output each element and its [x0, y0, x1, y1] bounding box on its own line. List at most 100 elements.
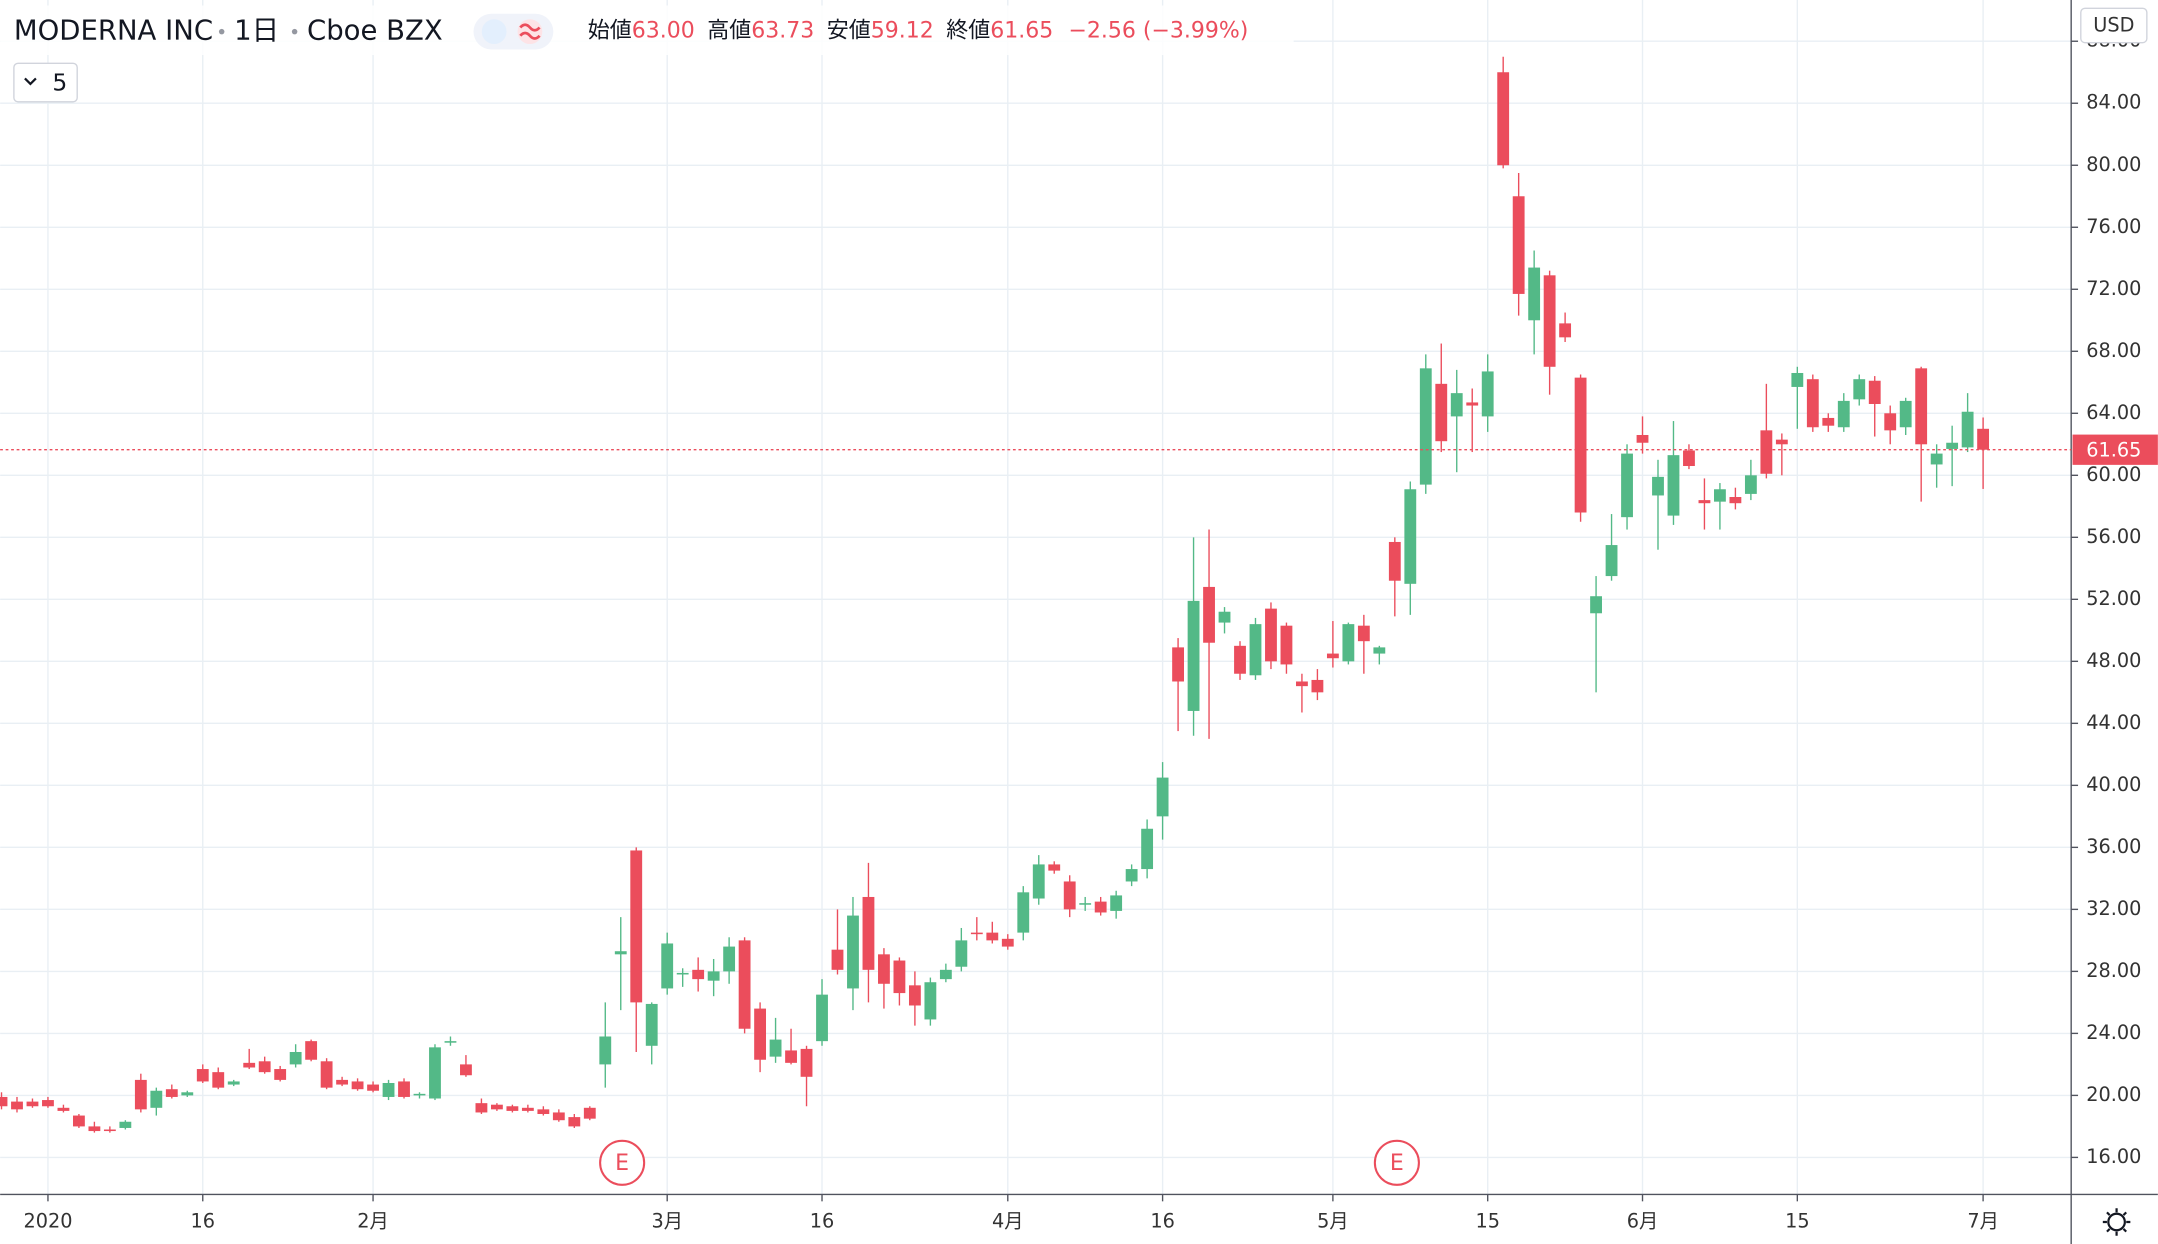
x-tick-label: 5月 — [1317, 1209, 1349, 1232]
candle-body — [723, 946, 736, 972]
candle-body — [413, 1093, 426, 1096]
candle-body — [320, 1061, 333, 1088]
gear-ring — [2107, 1212, 2126, 1232]
delay-icon[interactable] — [517, 19, 543, 45]
candle-body — [444, 1041, 457, 1043]
candle-body — [429, 1047, 441, 1099]
candle-body — [1930, 453, 1943, 465]
x-tick-label: 7月 — [1967, 1209, 1998, 1232]
candle-body — [1280, 625, 1293, 665]
candle-body — [1574, 377, 1587, 513]
y-tick-label: 40.00 — [2086, 773, 2141, 796]
candle-body — [1125, 869, 1138, 882]
symbol[interactable]: MODERNA INC — [14, 15, 213, 47]
candle-body — [1543, 275, 1556, 367]
candle-body — [227, 1081, 240, 1085]
candle-body — [1373, 647, 1386, 654]
x-tick-label: 15 — [1475, 1209, 1500, 1232]
candle-body — [1203, 586, 1215, 643]
currency-box[interactable] — [2080, 7, 2148, 44]
candle-body — [1791, 372, 1804, 387]
earnings-circle — [1373, 1139, 1420, 1186]
candle-body — [1621, 453, 1633, 518]
candle-body — [1357, 625, 1370, 642]
candle-body — [1946, 442, 1959, 449]
candle-body — [1172, 647, 1184, 682]
candle-body — [1326, 653, 1339, 659]
candle-body — [521, 1107, 534, 1111]
candle-body — [1481, 371, 1494, 417]
candle-body — [630, 850, 643, 1003]
candle-body — [676, 972, 689, 975]
approx-icon — [519, 23, 541, 40]
candle-body — [181, 1092, 194, 1096]
candle-body — [1915, 368, 1928, 445]
last-price-label: 61.65 — [2086, 439, 2141, 462]
market-status-icon[interactable] — [481, 19, 507, 45]
x-tick-label: 16 — [810, 1209, 834, 1232]
last-price-box — [2072, 434, 2158, 465]
legend-header: MODERNA INC 1日 Cboe BZX 始値63.00 高値63.73 … — [0, 5, 1294, 103]
candle-body — [1667, 455, 1680, 516]
candle-body — [1559, 323, 1572, 338]
candle-body — [970, 932, 983, 935]
candle-body — [800, 1048, 813, 1077]
earnings-marker[interactable]: E — [599, 1139, 646, 1186]
candle-body — [103, 1129, 116, 1132]
y-tick-label: 44.00 — [2086, 711, 2141, 734]
candle-body — [11, 1101, 23, 1110]
y-tick-label: 76.00 — [2086, 215, 2141, 238]
candle-body — [1187, 600, 1200, 711]
candle-body — [258, 1061, 271, 1073]
candle-body — [1853, 379, 1866, 400]
candle-body — [924, 982, 937, 1020]
candle-body — [552, 1112, 565, 1121]
earnings-label: E — [1390, 1151, 1404, 1176]
earnings-marker[interactable]: E — [1373, 1139, 1420, 1186]
y-tick-label: 80.00 — [2086, 153, 2141, 176]
candle-body — [614, 951, 627, 955]
interval[interactable]: 1日 — [234, 15, 279, 47]
candle-body — [1311, 679, 1324, 693]
candle-body — [1760, 430, 1773, 474]
candle-body — [1048, 864, 1061, 871]
close-label: 終値 — [946, 19, 990, 44]
earnings-circle — [599, 1139, 646, 1186]
settings-button[interactable] — [2102, 1208, 2131, 1236]
candle-body — [274, 1069, 287, 1080]
candle-body — [134, 1079, 147, 1110]
y-tick-label: 72.00 — [2086, 277, 2141, 300]
candle-body — [1466, 402, 1479, 406]
candle-body — [754, 1008, 767, 1060]
candle-body — [1868, 380, 1881, 404]
candle-body — [568, 1117, 581, 1127]
candle-body — [196, 1069, 209, 1082]
candle-body — [351, 1081, 364, 1090]
candle-body — [1698, 500, 1711, 504]
high-label: 高値 — [707, 19, 751, 44]
candle-body — [1388, 541, 1401, 581]
x-tick-label: 16 — [191, 1209, 216, 1232]
y-tick-label: 16.00 — [2086, 1145, 2141, 1168]
candle-body — [289, 1051, 302, 1065]
indicators-toggle[interactable] — [13, 62, 78, 103]
candle-body — [1296, 681, 1308, 687]
y-tick-label: 64.00 — [2086, 401, 2141, 424]
high-value: 63.73 — [751, 19, 814, 44]
candle-body — [1652, 476, 1664, 496]
y-tick-label: 20.00 — [2086, 1083, 2141, 1106]
change-value: −2.56 (−3.99%) — [1069, 19, 1249, 44]
candle-body — [1636, 434, 1649, 443]
candle-body — [26, 1101, 39, 1107]
candle-body — [490, 1104, 503, 1110]
exchange[interactable]: Cboe BZX — [307, 15, 443, 47]
candle-body — [816, 994, 828, 1042]
candle-body — [1032, 864, 1045, 899]
y-tick-label: 28.00 — [2086, 959, 2141, 982]
separator — [218, 28, 225, 35]
y-tick-label: 68.00 — [2086, 339, 2141, 362]
open-label: 始値 — [588, 19, 632, 44]
y-tick-label: 36.00 — [2086, 835, 2141, 858]
candle-body — [1683, 450, 1695, 467]
